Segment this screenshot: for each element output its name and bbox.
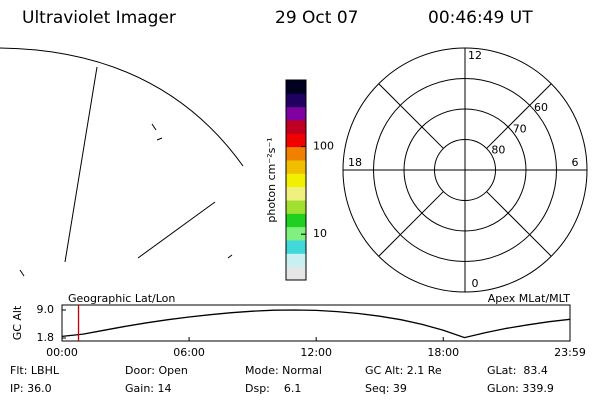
tick-label: 10	[313, 227, 327, 240]
color-swatch	[286, 213, 306, 228]
x-tick-label: 06:00	[173, 346, 205, 359]
info-text: Dsp: 6.1	[245, 382, 301, 395]
map-line	[151, 123, 157, 131]
map-line	[156, 137, 163, 141]
map-line	[64, 66, 98, 263]
tick-label: 100	[313, 140, 334, 153]
info-text: GLat: 83.4	[487, 364, 548, 377]
x-tick-label: 12:00	[300, 346, 332, 359]
color-swatch	[286, 93, 306, 108]
lat-ring	[434, 139, 496, 201]
mlt-label: 6	[572, 156, 579, 169]
mlt-label: 12	[468, 49, 482, 62]
spoke	[378, 191, 444, 257]
time: 00:46:49 UT	[428, 8, 533, 28]
color-swatch	[286, 186, 306, 201]
geographic-map	[0, 47, 244, 277]
info-text: GLon: 339.9	[487, 382, 554, 395]
colorbar-frame	[285, 79, 307, 281]
map-line	[137, 201, 216, 259]
map-arc	[0, 47, 244, 167]
color-swatch	[286, 266, 306, 281]
map-line	[227, 254, 233, 259]
altitude-line	[61, 309, 570, 339]
annotation: Geographic Lat/Lon	[68, 292, 175, 305]
x-tick-label: 23:59	[554, 346, 586, 359]
lat-label: 70	[513, 122, 527, 135]
spoke	[486, 83, 552, 149]
colorbar-label: photon cm⁻²s⁻¹	[265, 137, 278, 222]
info-text: Mode: Normal	[245, 364, 322, 377]
color-swatch	[286, 120, 306, 134]
color-swatch	[286, 173, 306, 188]
color-swatch	[286, 200, 306, 214]
info-text: GC Alt: 2.1 Re	[365, 364, 442, 377]
color-swatch	[286, 160, 306, 174]
lat-label: 60	[534, 101, 548, 114]
color-swatch	[286, 80, 306, 94]
mlt-label: 18	[348, 156, 362, 169]
y-axis-label: GC Alt	[11, 305, 24, 340]
lat-ring	[373, 78, 557, 262]
lat-label: 80	[491, 144, 505, 157]
color-swatch	[286, 146, 306, 161]
y-tick-label: 9.0	[37, 303, 55, 316]
color-swatch	[286, 253, 306, 268]
spoke	[486, 191, 552, 257]
info-text: Gain: 14	[125, 382, 172, 395]
color-swatch	[286, 226, 306, 241]
title: Ultraviolet Imager	[22, 8, 176, 28]
annotation: Apex MLat/MLT	[488, 292, 571, 305]
info-text: Door: Open	[125, 364, 188, 377]
x-tick-label: 18:00	[427, 346, 459, 359]
spoke	[378, 83, 444, 149]
y-tick-label: 1.8	[37, 331, 55, 344]
info-text: Seq: 39	[365, 382, 407, 395]
info-text: IP: 36.0	[10, 382, 52, 395]
mlt-label: 0	[472, 277, 479, 290]
color-swatch	[286, 240, 306, 254]
date: 29 Oct 07	[275, 8, 358, 28]
color-swatch	[286, 106, 306, 121]
map-line	[19, 269, 25, 277]
info-text: Flt: LBHL	[10, 364, 60, 377]
lat-ring	[403, 108, 527, 232]
color-swatch	[286, 133, 306, 148]
x-tick-label: 00:00	[46, 346, 78, 359]
